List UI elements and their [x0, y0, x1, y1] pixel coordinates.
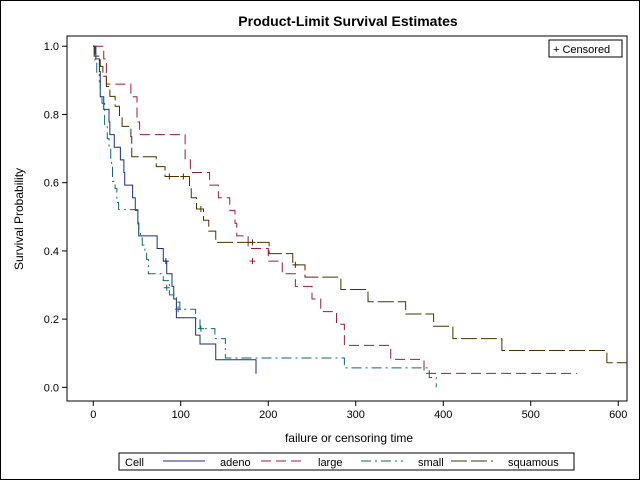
y-tick-label: 1.0 — [44, 41, 59, 53]
x-tick-label: 200 — [259, 409, 277, 421]
x-tick-label: 500 — [522, 409, 540, 421]
censor-mark-squamous — [197, 205, 204, 212]
y-tick-label: 0.6 — [44, 178, 59, 190]
censored-legend-box — [548, 39, 623, 58]
y-tick-label: 0.8 — [44, 109, 59, 121]
series-legend-box — [118, 452, 575, 471]
x-axis: 0 100 200 300 400 500 600 — [90, 401, 627, 421]
y-tick-label: 0.0 — [44, 382, 59, 394]
x-tick-label: 0 — [90, 409, 96, 421]
legend-label-large: large — [318, 457, 342, 469]
series-legend: Cell adeno large small squamous — [118, 452, 575, 471]
y-axis: 0.0 0.2 0.4 0.6 0.8 1.0 — [44, 41, 67, 394]
censored-legend: + Censored — [548, 39, 623, 58]
censor-mark-adeno — [162, 258, 169, 265]
y-tick-label: 0.4 — [44, 246, 59, 258]
series-line-squamous — [93, 45, 627, 364]
series-line-adeno — [93, 45, 257, 374]
y-tick-label: 0.2 — [44, 314, 59, 326]
censor-mark-squamous — [166, 173, 173, 180]
x-tick-label: 100 — [172, 409, 190, 421]
x-tick-label: 400 — [434, 409, 452, 421]
censor-mark-large — [249, 258, 256, 265]
censor-mark-small — [175, 306, 182, 313]
legend-label-small: small — [418, 457, 444, 469]
y-axis-title: Survival Probability — [12, 168, 26, 270]
x-axis-title: failure or censoring time — [285, 431, 413, 445]
censored-legend-label: + Censored — [553, 44, 610, 56]
legend-label-adeno: adeno — [220, 457, 251, 469]
legend-title: Cell — [125, 457, 144, 469]
censor-mark-small — [163, 284, 170, 291]
censor-mark-squamous — [249, 239, 256, 246]
x-tick-label: 600 — [609, 409, 627, 421]
series-line-large — [93, 45, 578, 374]
censor-mark-small — [197, 325, 204, 332]
chart-title: Product-Limit Survival Estimates — [238, 13, 458, 29]
plot-frame — [66, 35, 628, 402]
censor-mark-squamous — [180, 173, 187, 180]
series-line-small — [93, 45, 437, 388]
censor-mark-squamous — [292, 261, 299, 268]
x-tick-label: 300 — [347, 409, 365, 421]
legend-label-squamous: squamous — [508, 457, 559, 469]
plot-area — [93, 45, 627, 388]
